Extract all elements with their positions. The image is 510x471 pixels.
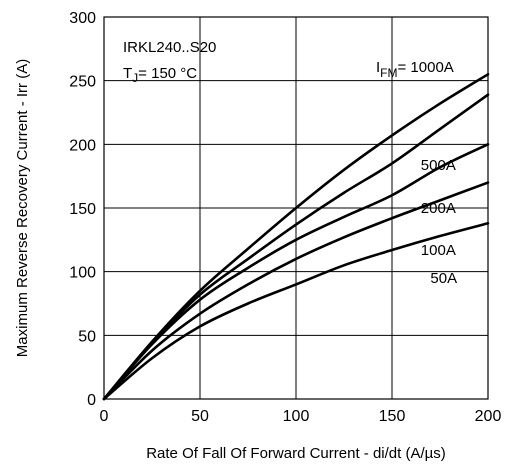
x-tick-label: 100 (283, 408, 310, 425)
y-axis-title: Maximum Reverse Recovery Current - Irr (… (14, 59, 31, 357)
series-line-200a (102, 143, 490, 401)
device-annotation: IRKL240..S20 (123, 39, 216, 56)
series-line-100a (102, 181, 490, 401)
y-tick-label: 0 (87, 392, 96, 409)
y-tick-label: 100 (69, 265, 96, 282)
series-label-100a: 100A (421, 242, 456, 259)
x-tick-label: 50 (191, 408, 209, 425)
plot-frame (103, 16, 489, 400)
x-tick-label: 150 (379, 408, 406, 425)
ifm-annotation: IFM= 1000A (376, 59, 454, 80)
x-tick-label: 200 (475, 408, 502, 425)
tj-annotation: TJ= 150 °C (123, 65, 197, 85)
series-labels: 500A 200A 100A 50A (421, 157, 457, 287)
curves (102, 73, 490, 401)
series-label-500a: 500A (421, 157, 456, 174)
y-tick-label: 150 (69, 201, 96, 218)
y-tick-labels: 0 50 100 150 200 250 300 (69, 10, 96, 409)
y-tick-label: 300 (69, 10, 96, 27)
series-line-50a (102, 221, 490, 401)
ifm-suffix: = 1000A (398, 59, 454, 76)
tj-sub: J (132, 71, 138, 85)
series-label-50a: 50A (430, 270, 457, 287)
ifm-prefix: I (376, 59, 380, 76)
ifm-sub: FM (380, 66, 397, 80)
series-label-200a: 200A (421, 200, 456, 217)
tj-prefix: T (123, 65, 132, 82)
y-tick-label: 250 (69, 74, 96, 91)
x-axis-title: Rate Of Fall Of Forward Current - di/dt … (146, 445, 446, 462)
tj-suffix: = 150 °C (138, 65, 197, 82)
x-tick-label: 0 (100, 408, 109, 425)
x-tick-labels: 0 50 100 150 200 (100, 408, 502, 425)
y-tick-label: 50 (78, 328, 96, 345)
y-tick-label: 200 (69, 137, 96, 154)
